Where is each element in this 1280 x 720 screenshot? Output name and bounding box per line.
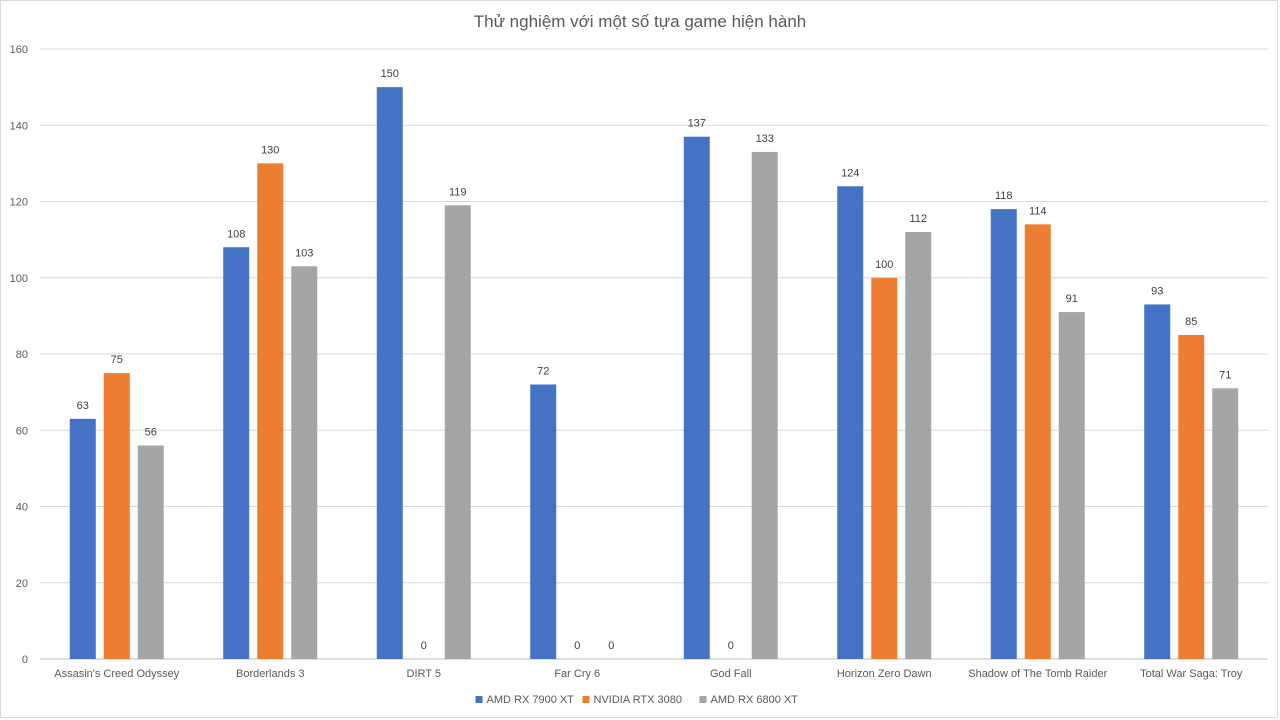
legend: AMD RX 7900 XT NVIDIA RTX 3080 AMD RX 6800… bbox=[475, 694, 799, 706]
data-label: 150 bbox=[381, 68, 399, 80]
x-axis-category-labels: Assasin's Creed Odyssey Borderlands 3 DIRT… bbox=[54, 668, 1243, 680]
data-label: 93 bbox=[1151, 285, 1163, 297]
legend-label: NVIDIA RTX 3080 bbox=[594, 694, 682, 706]
bar bbox=[990, 209, 1017, 659]
y-tick-label: 160 bbox=[10, 44, 28, 56]
legend-label: AMD RX 7900 XT bbox=[487, 694, 575, 706]
bar bbox=[69, 418, 96, 659]
data-label: 100 bbox=[875, 259, 893, 271]
data-label: 0 bbox=[421, 640, 427, 652]
bar bbox=[1058, 312, 1085, 659]
data-label: 119 bbox=[449, 186, 467, 198]
bar bbox=[257, 163, 284, 659]
data-label: 0 bbox=[728, 640, 734, 652]
chart-title: Thử nghiệm với một số tựa game hiện hành bbox=[473, 12, 807, 31]
bar bbox=[1144, 304, 1171, 659]
data-label: 133 bbox=[756, 133, 774, 145]
bar bbox=[1212, 388, 1239, 659]
category-label: DIRT 5 bbox=[407, 668, 441, 680]
data-label: 112 bbox=[909, 213, 927, 225]
bar bbox=[137, 445, 164, 659]
data-label: 137 bbox=[688, 118, 706, 130]
y-tick-label: 40 bbox=[16, 502, 28, 514]
legend-label: AMD RX 6800 XT bbox=[711, 694, 799, 706]
y-tick-label: 60 bbox=[16, 425, 28, 437]
data-label: 114 bbox=[1029, 205, 1047, 217]
y-tick-label: 80 bbox=[16, 349, 28, 361]
category-label: Borderlands 3 bbox=[236, 668, 305, 680]
bar bbox=[751, 151, 778, 659]
legend-swatch bbox=[582, 696, 590, 703]
data-label: 130 bbox=[261, 144, 279, 156]
data-labels: 63 75 56 108 130 103 150 0 119 72 0 0 137 0 133 124 100 1… bbox=[77, 68, 1232, 652]
data-label: 118 bbox=[995, 190, 1013, 202]
data-label: 0 bbox=[608, 640, 614, 652]
y-axis-tick-labels: 0 20 40 60 80 100 120 140 160 bbox=[10, 44, 28, 666]
bar bbox=[291, 266, 318, 659]
data-label: 0 bbox=[574, 640, 580, 652]
data-label: 63 bbox=[77, 400, 89, 412]
category-label: Shadow of The Tomb Raider bbox=[968, 668, 1107, 680]
y-tick-label: 20 bbox=[16, 578, 28, 590]
bar bbox=[837, 186, 864, 659]
data-label: 91 bbox=[1066, 293, 1078, 305]
data-label: 72 bbox=[537, 366, 549, 378]
data-label: 75 bbox=[111, 354, 123, 366]
category-label: Assasin's Creed Odyssey bbox=[54, 668, 179, 680]
category-label: God Fall bbox=[710, 668, 752, 680]
data-label: 85 bbox=[1185, 316, 1197, 328]
bar bbox=[103, 373, 130, 659]
data-label: 71 bbox=[1219, 369, 1231, 381]
bar bbox=[1178, 334, 1205, 659]
y-tick-label: 140 bbox=[10, 120, 28, 132]
bar bbox=[223, 247, 250, 659]
bar bbox=[530, 384, 557, 659]
bar bbox=[444, 205, 471, 659]
data-label: 108 bbox=[227, 228, 245, 240]
legend-swatch bbox=[699, 696, 707, 703]
y-tick-label: 0 bbox=[22, 654, 28, 666]
bar bbox=[905, 232, 932, 659]
category-label: Total War Saga: Troy bbox=[1140, 668, 1243, 680]
data-label: 56 bbox=[145, 427, 157, 439]
category-label: Horizon Zero Dawn bbox=[837, 668, 932, 680]
bar bbox=[1024, 224, 1051, 659]
category-label: Far Cry 6 bbox=[554, 668, 600, 680]
bar bbox=[871, 277, 898, 659]
y-tick-label: 100 bbox=[10, 273, 28, 285]
data-label: 124 bbox=[841, 167, 859, 179]
bar bbox=[683, 136, 710, 659]
data-label: 103 bbox=[295, 247, 313, 259]
bar bbox=[376, 87, 403, 659]
bars bbox=[69, 87, 1239, 659]
y-tick-label: 120 bbox=[10, 197, 28, 209]
legend-swatch bbox=[475, 696, 483, 703]
